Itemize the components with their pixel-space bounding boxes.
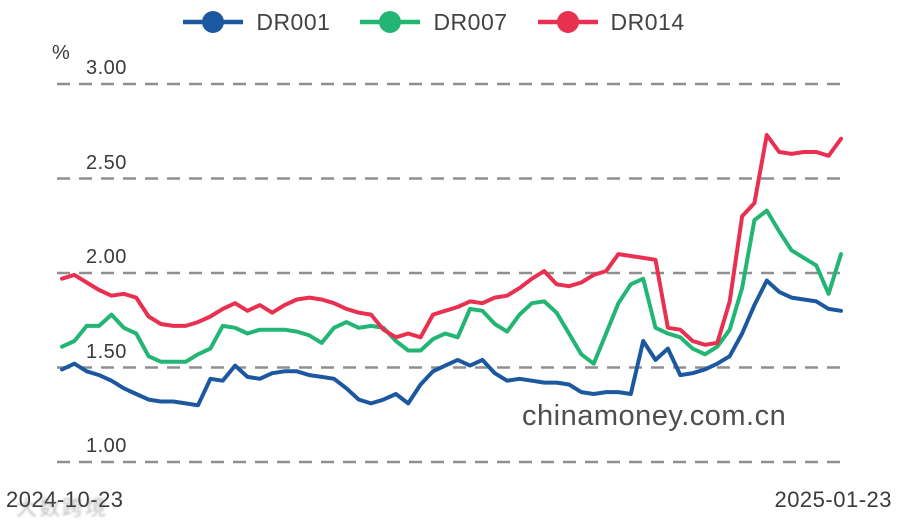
y-tick-label: 2.50 <box>86 151 127 174</box>
y-tick-label: 1.00 <box>86 435 127 457</box>
series-line-dr014 <box>60 133 843 347</box>
legend-item-dr014: DR014 <box>537 8 685 36</box>
y-tick-label: 1.50 <box>86 340 127 363</box>
series-lines <box>60 133 843 408</box>
chinamoney-watermark: chinamoney.com.cn <box>522 400 787 432</box>
x-axis-start-date-label: 2024-10-23 <box>6 487 124 512</box>
legend-marker-icon <box>360 11 421 33</box>
series-line-dr001 <box>60 278 843 408</box>
legend-marker-icon <box>183 11 244 33</box>
legend-label: DR007 <box>433 8 508 35</box>
y-axis-unit-label: % <box>52 42 70 64</box>
legend-marker-icon <box>537 11 598 33</box>
legend-item-dr007: DR007 <box>360 8 507 36</box>
y-tick-label: 2.00 <box>86 246 127 268</box>
legend-label: DR001 <box>256 8 331 35</box>
faint-overlay-watermark: 大数跨境 <box>16 497 108 520</box>
legend: DR001 DR007 DR014 <box>0 8 884 36</box>
y-tick-label: 3.00 <box>86 57 127 79</box>
series-line-dr007 <box>60 208 843 366</box>
legend-item-dr001: DR001 <box>183 8 330 36</box>
x-axis-end-date-label: 2025-01-23 <box>774 487 892 512</box>
legend-label: DR014 <box>610 8 685 35</box>
